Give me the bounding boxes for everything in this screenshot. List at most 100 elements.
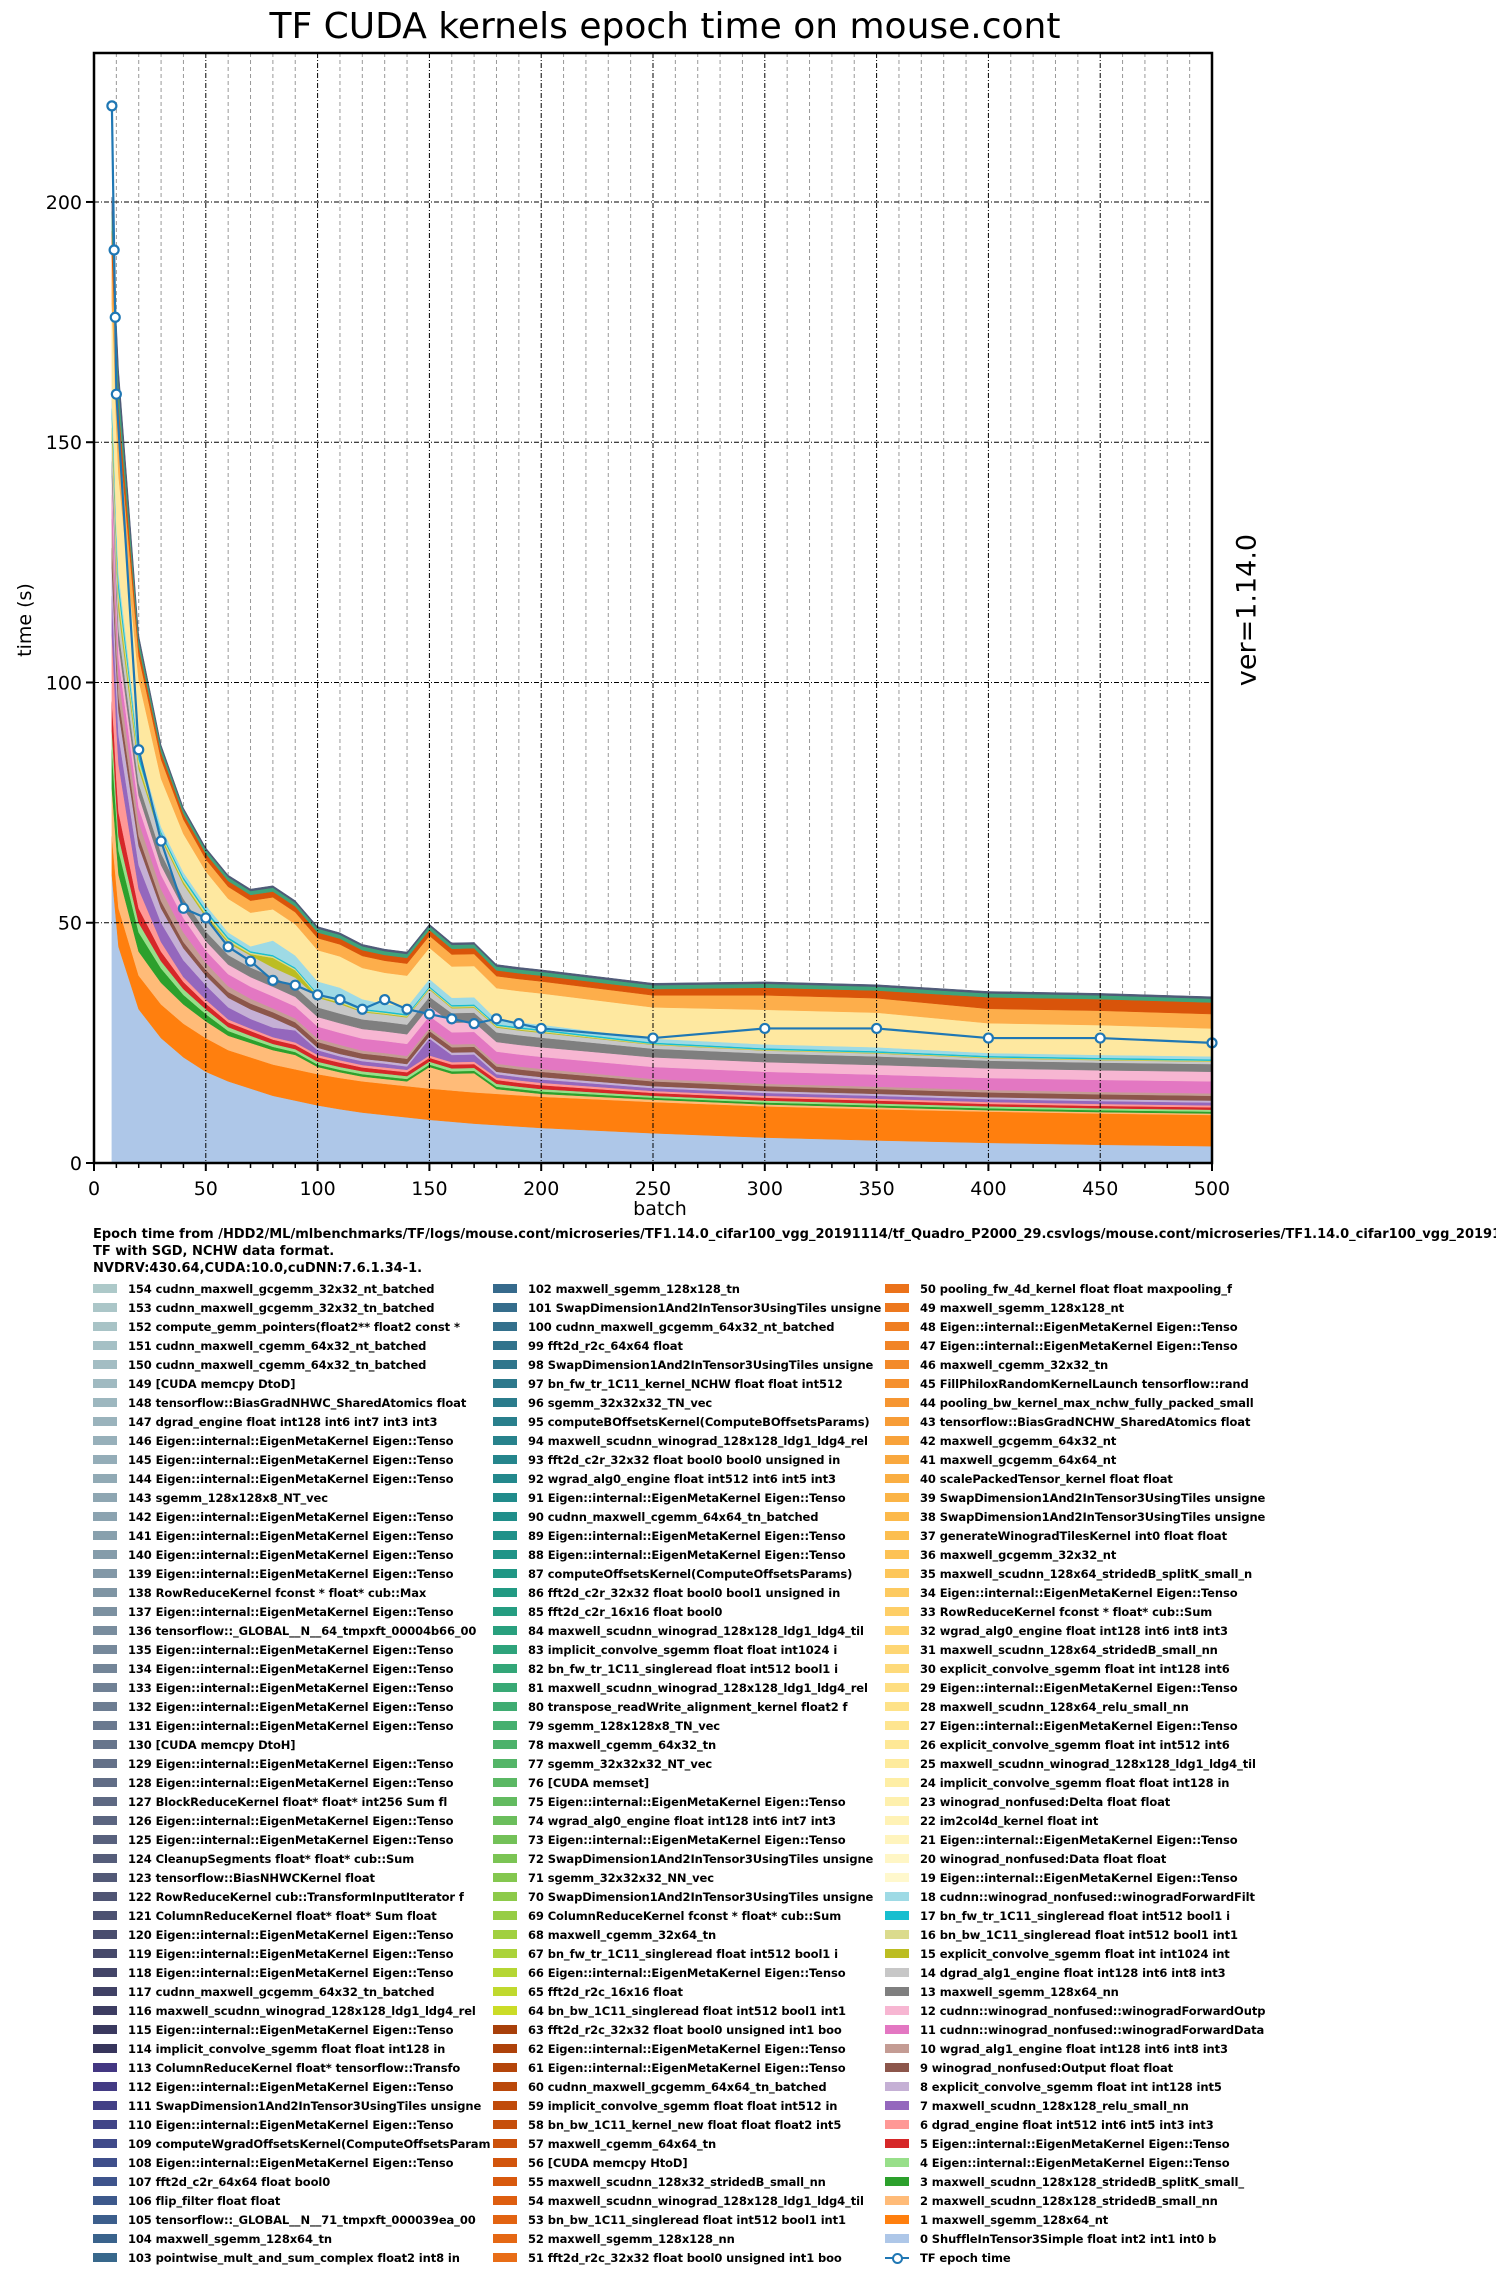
legend-swatch <box>493 1835 517 1844</box>
legend-item: 96 sgemm_32x32x32_TN_vec <box>493 1393 712 1412</box>
legend-swatch <box>885 1436 909 1445</box>
legend-item: 85 fft2d_c2r_16x16 float bool0 <box>493 1602 722 1621</box>
legend-swatch <box>885 1968 909 1977</box>
caption-line-source: Epoch time from /HDD2/ML/mlbenchmarks/TF… <box>93 1227 1496 1242</box>
legend-label: 107 fft2d_c2r_64x64 float bool0 <box>128 2174 331 2189</box>
legend-item: 108 Eigen::internal::EigenMetaKernel Eig… <box>93 2153 454 2172</box>
svg-text:150: 150 <box>46 432 82 454</box>
x-axis-label: batch <box>633 1198 687 1220</box>
legend-label: 125 Eigen::internal::EigenMetaKernel Eig… <box>128 1832 454 1847</box>
legend-label: 1 maxwell_sgemm_128x64_nt <box>920 2212 1109 2227</box>
legend-swatch <box>493 2196 517 2205</box>
legend-item: 136 tensorflow::_GLOBAL__N__64_tmpxft_00… <box>93 1621 476 1640</box>
legend-item: 0 ShuffleInTensor3Simple float int2 int1… <box>885 2229 1216 2248</box>
legend-item: 73 Eigen::internal::EigenMetaKernel Eige… <box>493 1830 846 1849</box>
svg-text:150: 150 <box>411 1178 447 1200</box>
legend-label: 133 Eigen::internal::EigenMetaKernel Eig… <box>128 1680 454 1695</box>
legend-item: 149 [CUDA memcpy DtoD] <box>93 1374 295 1393</box>
legend-swatch <box>93 1379 117 1388</box>
legend-label: 42 maxwell_gcgemm_64x32_nt <box>920 1433 1117 1448</box>
epoch-time-marker <box>110 388 122 400</box>
legend-swatch <box>93 1303 117 1312</box>
svg-text:300: 300 <box>747 1178 783 1200</box>
legend-label: 31 maxwell_scudnn_128x64_stridedB_small_… <box>920 1642 1218 1657</box>
legend-item: 97 bn_fw_tr_1C11_kernel_NCHW float float… <box>493 1374 843 1393</box>
legend-swatch <box>93 1436 117 1445</box>
legend-item: 72 SwapDimension1And2InTensor3UsingTiles… <box>493 1849 873 1868</box>
epoch-time-marker <box>513 1018 525 1030</box>
legend-label: 44 pooling_bw_kernel_max_nchw_fully_pack… <box>920 1395 1254 1410</box>
caption-line-config: TF with SGD, NCHW data format. <box>93 1244 335 1259</box>
legend-label: 144 Eigen::internal::EigenMetaKernel Eig… <box>128 1471 454 1486</box>
legend-swatch <box>93 1512 117 1521</box>
legend-item: 147 dgrad_engine float int128 int6 int7 … <box>93 1412 438 1431</box>
legend-label: 111 SwapDimension1And2InTensor3UsingTile… <box>128 2098 482 2113</box>
legend-swatch <box>493 1531 517 1540</box>
legend-item: 9 winograd_nonfused:Output float float <box>885 2058 1173 2077</box>
legend-swatch <box>493 1341 517 1350</box>
legend-label: 67 bn_fw_tr_1C11_singleread float int512… <box>528 1946 838 1961</box>
legend-swatch <box>493 1816 517 1825</box>
legend-item: 20 winograd_nonfused:Data float float <box>885 1849 1166 1868</box>
legend-label: 68 maxwell_cgemm_32x64_tn <box>528 1927 717 1942</box>
legend-swatch <box>93 1664 117 1673</box>
legend-swatch <box>493 1398 517 1407</box>
legend-item: 91 Eigen::internal::EigenMetaKernel Eige… <box>493 1488 846 1507</box>
legend-swatch <box>493 2044 517 2053</box>
legend-label: 14 dgrad_alg1_engine float int128 int6 i… <box>920 1965 1226 1980</box>
legend-swatch <box>93 1645 117 1654</box>
legend-item: 103 pointwise_mult_and_sum_complex float… <box>93 2248 460 2267</box>
legend-item: 102 maxwell_sgemm_128x128_tn <box>493 1279 740 1298</box>
legend-label: 41 maxwell_gcgemm_64x64_nt <box>920 1452 1117 1467</box>
legend-item: 1 maxwell_sgemm_128x64_nt <box>885 2210 1108 2229</box>
legend-swatch <box>885 1987 909 1996</box>
legend-item: 58 bn_bw_1C11_kernel_new float float flo… <box>493 2115 841 2134</box>
legend-item: 25 maxwell_scudnn_winograd_128x128_ldg1_… <box>885 1754 1256 1773</box>
legend-item: 84 maxwell_scudnn_winograd_128x128_ldg1_… <box>493 1621 864 1640</box>
svg-text:0: 0 <box>88 1178 100 1200</box>
legend-swatch <box>93 1683 117 1692</box>
svg-text:100: 100 <box>46 672 82 694</box>
legend-item-epoch-time: TF epoch time <box>885 2248 1011 2267</box>
legend-swatch <box>885 1455 909 1464</box>
legend-label: 104 maxwell_sgemm_128x64_tn <box>128 2231 332 2246</box>
legend-label: 43 tensorflow::BiasGradNCHW_SharedAtomic… <box>920 1414 1251 1429</box>
legend-item: 30 explicit_convolve_sgemm float int int… <box>885 1659 1230 1678</box>
legend-swatch <box>885 1284 909 1293</box>
x-axis-ticks: 0 50 100 150 200 250 300 350 400 450 500 <box>88 1163 1230 1200</box>
legend-item: 114 implicit_convolve_sgemm float float … <box>93 2039 445 2058</box>
legend-label: 66 Eigen::internal::EigenMetaKernel Eige… <box>528 1965 846 1980</box>
legend-swatch <box>885 2234 909 2243</box>
legend-item: 47 Eigen::internal::EigenMetaKernel Eige… <box>885 1336 1238 1355</box>
epoch-time-marker <box>356 1003 368 1015</box>
legend-label: 130 [CUDA memcpy DtoH] <box>128 1737 296 1752</box>
legend-label: 61 Eigen::internal::EigenMetaKernel Eige… <box>528 2060 846 2075</box>
legend-item: 66 Eigen::internal::EigenMetaKernel Eige… <box>493 1963 846 1982</box>
legend-item: 23 winograd_nonfused:Delta float float <box>885 1792 1170 1811</box>
legend-swatch <box>885 1379 909 1388</box>
legend-item: 148 tensorflow::BiasGradNHWC_SharedAtomi… <box>93 1393 466 1412</box>
legend-swatch <box>885 1626 909 1635</box>
legend-swatch <box>885 2044 909 2053</box>
legend-swatch <box>885 1512 909 1521</box>
legend-swatch <box>93 1911 117 1920</box>
legend-swatch <box>493 2234 517 2243</box>
legend-label: 13 maxwell_sgemm_128x64_nn <box>920 1984 1119 1999</box>
legend-label: 96 sgemm_32x32x32_TN_vec <box>528 1395 713 1410</box>
legend-item: 43 tensorflow::BiasGradNCHW_SharedAtomic… <box>885 1412 1250 1431</box>
svg-text:100: 100 <box>299 1178 335 1200</box>
legend-swatch <box>493 2253 517 2262</box>
epoch-time-marker <box>312 989 324 1001</box>
legend-label: 72 SwapDimension1And2InTensor3UsingTiles… <box>528 1851 874 1866</box>
legend-label: 16 bn_bw_1C11_singleread float int512 bo… <box>920 1927 1238 1942</box>
legend-label: 132 Eigen::internal::EigenMetaKernel Eig… <box>128 1699 454 1714</box>
legend-item: 42 maxwell_gcgemm_64x32_nt <box>885 1431 1116 1450</box>
legend-label: 30 explicit_convolve_sgemm float int int… <box>920 1661 1230 1676</box>
legend-swatch <box>93 2120 117 2129</box>
legend-label: 116 maxwell_scudnn_winograd_128x128_ldg1… <box>128 2003 476 2018</box>
epoch-time-marker <box>446 1013 458 1025</box>
epoch-time-marker <box>982 1032 995 1044</box>
legend-item: 113 ColumnReduceKernel float* tensorflow… <box>93 2058 460 2077</box>
legend-label: 118 Eigen::internal::EigenMetaKernel Eig… <box>128 1965 454 1980</box>
legend-label: 121 ColumnReduceKernel float* float* Sum… <box>128 1908 437 1923</box>
